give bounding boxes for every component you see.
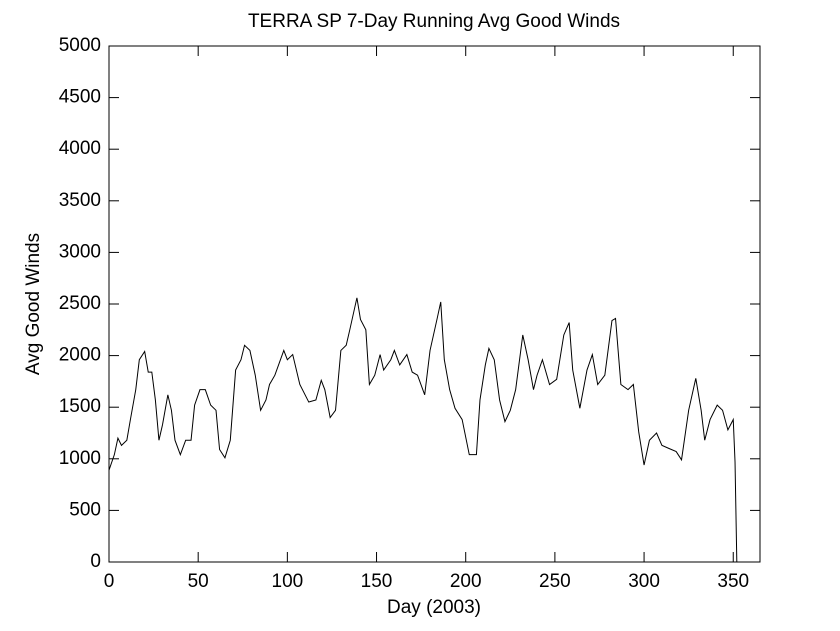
y-tick-label: 3000 [59, 241, 101, 262]
x-tick-label: 300 [628, 571, 660, 592]
y-tick-label: 2000 [59, 345, 101, 366]
x-tick-label: 100 [272, 571, 304, 592]
x-tick-label: 150 [361, 571, 393, 592]
y-tick-label: 1000 [59, 448, 101, 469]
data-line [108, 297, 738, 563]
y-tick-label: 1500 [59, 396, 101, 417]
x-axis-label: Day (2003) [387, 597, 481, 618]
x-tick-label: 250 [539, 571, 571, 592]
plot-frame [108, 45, 761, 563]
x-tick-label: 0 [104, 571, 115, 592]
y-tick-label: 3500 [59, 190, 101, 211]
y-tick-label: 4500 [59, 87, 101, 108]
x-tick-label: 200 [450, 571, 482, 592]
y-tick-label: 0 [90, 551, 101, 572]
y-tick-label: 500 [69, 499, 101, 520]
y-tick-label: 5000 [59, 35, 101, 56]
x-tick-label: 50 [188, 571, 209, 592]
y-tick-label: 4000 [59, 138, 101, 159]
y-tick-label: 2500 [59, 293, 101, 314]
chart-title: TERRA SP 7-Day Running Avg Good Winds [248, 11, 620, 32]
x-tick-label: 350 [717, 571, 749, 592]
y-axis-label: Avg Good Winds [23, 233, 44, 375]
